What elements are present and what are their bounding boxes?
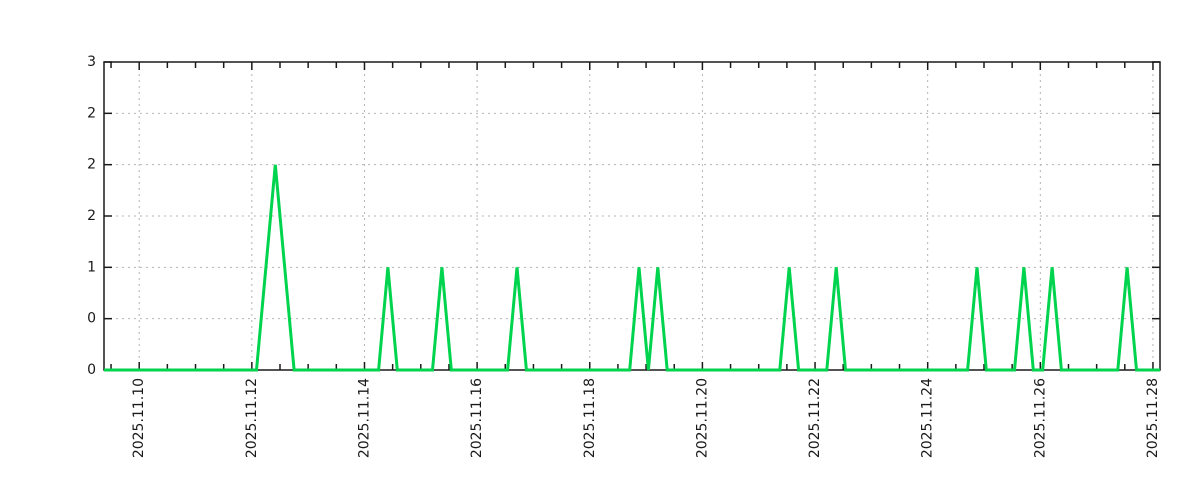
x-axis-labels: 2025.11.10 2025.11.12 2025.11.14 2025.11.16… bbox=[131, 378, 1161, 458]
y-axis-labels: 0 0 1 2 2 2 3 bbox=[87, 54, 96, 378]
series-line-new-users bbox=[104, 164, 1160, 372]
x-tick-label: 2025.11.14 bbox=[356, 378, 372, 458]
y-tick-label: 1 bbox=[87, 259, 96, 275]
y-tick-label: 2 bbox=[87, 105, 96, 121]
x-tick-label: 2025.11.16 bbox=[469, 378, 485, 458]
y-tick-label: 0 bbox=[87, 362, 96, 378]
x-tick-label: 2025.11.26 bbox=[1032, 378, 1048, 458]
x-tick-label: 2025.11.20 bbox=[694, 378, 710, 458]
x-tick-label: 2025.11.18 bbox=[582, 378, 598, 458]
x-tick-label: 2025.11.12 bbox=[244, 378, 260, 458]
x-tick-label: 2025.11.24 bbox=[920, 378, 936, 458]
x-tick-label: 2025.11.22 bbox=[807, 378, 823, 458]
y-tick-label: 2 bbox=[87, 208, 96, 224]
plot-border bbox=[103, 61, 1161, 371]
x-tick-label: 2025.11.10 bbox=[131, 378, 147, 458]
y-tick-label: 0 bbox=[87, 311, 96, 327]
x-tick-label: 2025.11.28 bbox=[1145, 378, 1161, 458]
y-tick-label: 3 bbox=[87, 54, 96, 70]
y-tick-label: 2 bbox=[87, 157, 96, 173]
